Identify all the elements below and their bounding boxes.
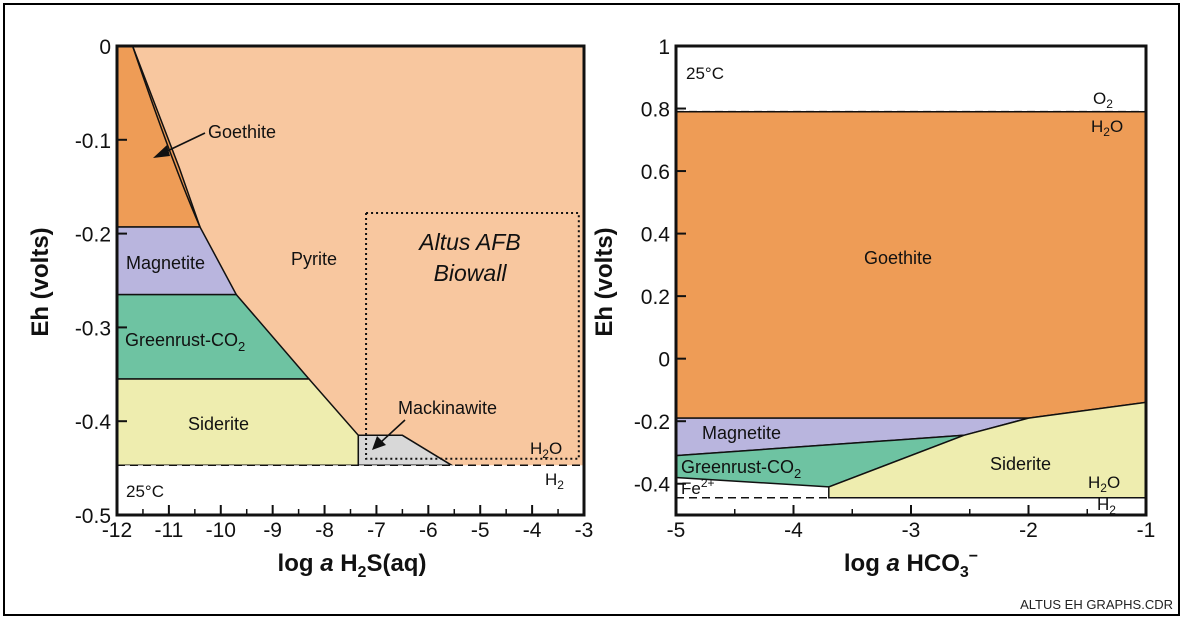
biowall-title-line2: Biowall [434,260,508,286]
left-y-tick-label: -0.1 [75,130,111,153]
right-water-label-top: H2O [1091,117,1123,139]
right-y-tick-label: -0.2 [634,411,670,434]
goethite-label-left: Goethite [208,122,276,142]
left-x-tick-label: -6 [419,519,438,542]
goethite-pointer-arrow [162,132,206,154]
left-y-tick-label: -0.3 [75,317,111,340]
right-chart-panel: -5 -4 -3 -2 -1 1 0.8 0.6 0.4 0.2 0 -0.2 -0.4 25°C O2… [591,36,1155,581]
left-goethite-pyrite-boundary [131,45,201,228]
mackinawite-arrowhead-icon [372,436,386,450]
right-y-tick-label: 0.6 [641,161,670,184]
left-water-label-bottom: H2 [545,470,564,492]
siderite-label-right: Siderite [990,454,1051,474]
left-x-tick-label: -5 [471,519,490,542]
left-x-tick-label: -10 [206,519,236,542]
biowall-title-line1: Altus AFB [417,229,520,255]
left-x-tick-label: -9 [263,519,282,542]
right-y-tick-label: -0.4 [634,474,671,497]
right-h2-label: H2 [1097,495,1116,517]
right-y-tick-label: 1 [658,36,670,59]
magnetite-label-right: Magnetite [702,423,781,443]
right-x-tick-label: -2 [1019,519,1038,542]
right-x-tick-label: -5 [667,519,686,542]
left-x-tick-label: -12 [102,519,132,542]
left-below-water-region [117,465,584,515]
figure-frame [3,3,1180,616]
left-y-tick-label: -0.2 [75,224,111,247]
right-water-label-lower: H2O [1088,473,1120,495]
left-x-tick-label: -11 [154,519,183,542]
right-x-axis-label: log a HCO3− [844,548,978,581]
left-water-label-top: H2O [530,439,562,461]
file-name-footer: ALTUS EH GRAPHS.CDR [1020,597,1173,612]
left-x-tick-label: -4 [523,519,542,542]
mackinawite-label: Mackinawite [398,398,497,418]
goethite-label-right: Goethite [864,248,932,268]
pyrite-label: Pyrite [291,249,337,269]
right-temperature-label: 25°C [686,64,724,83]
left-x-tick-label: -7 [367,519,386,542]
fe2-label: Fe2+ [681,476,715,498]
siderite-label-left: Siderite [188,414,249,434]
biowall-box [365,211,580,460]
mackinawite-pointer-arrow [379,419,406,444]
left-x-tick-label: -3 [575,519,594,542]
goethite-arrowhead-icon [153,145,170,158]
right-x-tick-label: -4 [784,519,803,542]
left-y-axis-label: Eh (volts) [27,227,54,336]
greenrust-label-left: Greenrust-CO2 [125,330,245,354]
right-y-tick-label: 0.2 [641,286,670,309]
left-y-tick-label: 0 [99,36,111,59]
left-x-tick-label: -8 [315,519,334,542]
right-y-tick-label: 0 [658,349,670,372]
right-y-tick-label: 0.4 [641,224,671,247]
magnetite-label-left: Magnetite [126,253,205,273]
left-chart-panel: -12 -11 -10 -9 -8 -7 -6 -5 -4 -3 0 -0.1 -0.2 -0.3 -0.4… [27,36,593,581]
right-x-tick-label: -3 [902,519,921,542]
right-y-axis-label: Eh (volts) [591,227,618,336]
right-x-tick-label: -1 [1137,519,1156,542]
left-x-axis-label: log a H2S(aq) [278,550,427,581]
o2-label: O2 [1093,89,1113,111]
greenrust-label-right: Greenrust-CO2 [681,457,801,481]
left-y-tick-label: -0.5 [75,505,111,528]
right-y-tick-label: 0.8 [641,99,670,122]
left-y-tick-label: -0.4 [75,411,112,434]
left-temperature-label: 25°C [126,482,164,501]
